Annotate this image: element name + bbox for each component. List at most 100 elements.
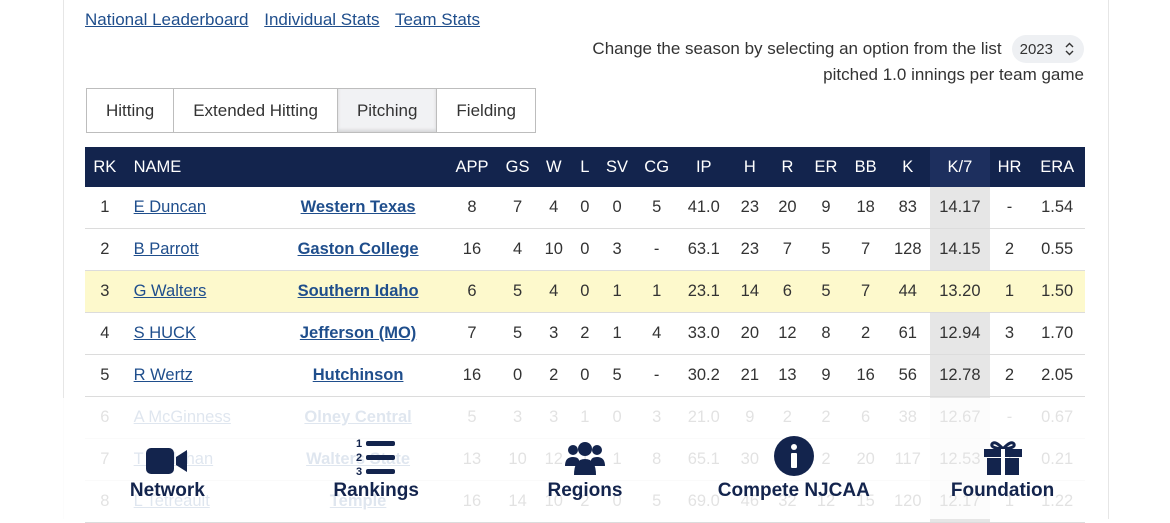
cell-era: 0.55 — [1029, 228, 1085, 271]
col-hr[interactable]: HR — [989, 147, 1030, 187]
cell-bb: 2 — [845, 312, 886, 355]
cell-era: 2.05 — [1029, 354, 1085, 397]
team-link[interactable]: Jefferson (MO) — [299, 324, 417, 342]
table-header-row: RK NAME APP GS W L SV CG IP H R ER BB K … — [85, 147, 1085, 187]
cell-hr: - — [989, 187, 1030, 229]
cell-r: 6 — [768, 270, 807, 313]
cell-bb: 7 — [845, 270, 886, 313]
team-link[interactable]: Southern Idaho — [297, 282, 419, 300]
svg-text:2: 2 — [356, 452, 362, 464]
cell-k7: 12.94 — [930, 312, 990, 355]
table-row: 1 E Duncan Western Texas 8 7 4 0 0 5 41.0 23 20 9 18 8… — [85, 187, 1085, 229]
gift-icon — [983, 436, 1023, 476]
col-w[interactable]: W — [534, 147, 573, 187]
tab-extended-hitting[interactable]: Extended Hitting — [174, 89, 338, 132]
cell-sv: 3 — [597, 228, 637, 271]
player-link[interactable]: R Wertz — [133, 366, 193, 384]
team-link[interactable]: Western Texas — [300, 198, 416, 216]
season-select[interactable]: 2023 — [1011, 35, 1084, 63]
cell-rk: 3 — [85, 270, 125, 313]
cell-er: 9 — [806, 187, 846, 229]
cell-name: R Wertz — [124, 354, 273, 397]
cell-h: 23 — [731, 228, 769, 271]
cell-l: 0 — [572, 270, 598, 313]
national-leaderboard-link[interactable]: National Leaderboard — [85, 10, 249, 29]
cell-bb: 18 — [845, 187, 886, 229]
video-camera-icon — [146, 436, 188, 476]
cell-ip: 33.0 — [676, 312, 732, 355]
col-cg[interactable]: CG — [636, 147, 677, 187]
cell-r: 7 — [768, 228, 807, 271]
cell-k7: 14.17 — [930, 187, 990, 229]
nav-compete-njcaa[interactable]: Compete NJCAA — [694, 436, 894, 502]
tab-hitting[interactable]: Hitting — [87, 89, 175, 132]
col-app[interactable]: APP — [443, 147, 501, 187]
cell-k: 61 — [885, 312, 931, 355]
nav-regions[interactable]: Regions — [485, 436, 685, 502]
col-name[interactable]: NAME — [124, 147, 273, 187]
col-sv[interactable]: SV — [597, 147, 637, 187]
col-l[interactable]: L — [572, 147, 598, 187]
cell-k7: 14.15 — [930, 228, 990, 271]
team-stats-link[interactable]: Team Stats — [394, 10, 481, 29]
cell-cg: - — [636, 354, 677, 397]
cell-er: 5 — [806, 270, 846, 313]
cell-team: Western Texas — [272, 187, 444, 229]
cell-app: 7 — [443, 312, 501, 355]
cell-era: 1.70 — [1029, 312, 1085, 355]
cell-hr: 1 — [989, 270, 1030, 313]
bottom-nav-bar: Network 1 2 3 Rankings Regi — [63, 398, 1107, 519]
cell-er: 9 — [806, 354, 846, 397]
cell-w: 3 — [534, 312, 573, 355]
cell-l: 0 — [572, 187, 598, 229]
cell-app: 8 — [443, 187, 501, 229]
cell-hr: 3 — [989, 312, 1030, 355]
cell-team: Southern Idaho — [272, 270, 444, 313]
qualifier-note: pitched 1.0 innings per team game — [823, 65, 1084, 84]
cell-sv: 1 — [597, 312, 637, 355]
nav-rankings[interactable]: 1 2 3 Rankings — [276, 436, 476, 502]
col-h[interactable]: H — [731, 147, 769, 187]
cell-era: 1.54 — [1029, 187, 1085, 229]
col-bb[interactable]: BB — [845, 147, 886, 187]
player-link[interactable]: G Walters — [133, 282, 207, 300]
player-link[interactable]: E Duncan — [133, 198, 207, 216]
team-link[interactable]: Gaston College — [297, 240, 419, 258]
cell-ip: 23.1 — [676, 270, 732, 313]
users-group-icon — [564, 436, 606, 476]
cell-name: B Parrott — [124, 228, 273, 271]
cell-cg: 5 — [636, 187, 677, 229]
col-rk[interactable]: RK — [85, 147, 125, 187]
cell-cg: 1 — [636, 270, 677, 313]
col-k[interactable]: K — [885, 147, 931, 187]
tab-pitching[interactable]: Pitching — [337, 89, 438, 132]
team-link[interactable]: Hutchinson — [312, 366, 404, 384]
col-era[interactable]: ERA — [1029, 147, 1085, 187]
up-down-chevron-icon — [1065, 42, 1074, 56]
nav-foundation[interactable]: Foundation — [903, 436, 1103, 502]
col-ip[interactable]: IP — [676, 147, 732, 187]
cell-l: 0 — [572, 228, 598, 271]
cell-h: 23 — [731, 187, 769, 229]
cell-team: Gaston College — [272, 228, 444, 271]
season-prompt: Change the season by selecting an option… — [592, 39, 1002, 58]
col-r[interactable]: R — [768, 147, 807, 187]
cell-cg: - — [636, 228, 677, 271]
col-k7[interactable]: K/7 — [930, 147, 990, 187]
individual-stats-link[interactable]: Individual Stats — [264, 10, 380, 29]
col-er[interactable]: ER — [806, 147, 846, 187]
nav-network-label: Network — [129, 480, 205, 501]
player-link[interactable]: B Parrott — [133, 240, 199, 258]
cell-k: 128 — [885, 228, 931, 271]
cell-gs: 7 — [500, 187, 535, 229]
season-selected-value: 2023 — [1019, 40, 1053, 58]
player-link[interactable]: S HUCK — [133, 324, 196, 342]
tab-fielding[interactable]: Fielding — [437, 89, 535, 132]
nav-network[interactable]: Network — [67, 436, 267, 502]
cell-r: 12 — [768, 312, 807, 355]
col-gs[interactable]: GS — [500, 147, 535, 187]
cell-er: 8 — [806, 312, 846, 355]
